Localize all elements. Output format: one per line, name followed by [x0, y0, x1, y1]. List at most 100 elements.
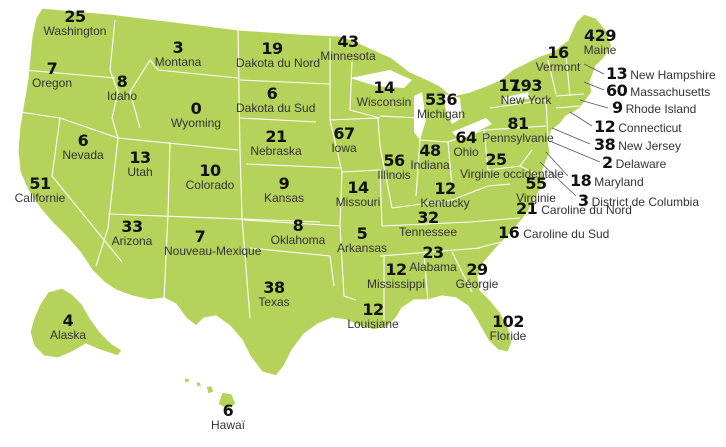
name-TN: Tennessee: [398, 225, 458, 239]
value-RI: 9: [612, 98, 623, 117]
label-WA: 25 Washington: [30, 9, 120, 38]
value-SD: 6: [266, 84, 278, 103]
value-KS: 9: [278, 174, 290, 193]
label-IA: 67 Iowa: [318, 126, 370, 155]
value-ND: 19: [261, 39, 283, 58]
value-ID: 8: [116, 72, 128, 91]
value-NJ: 38: [594, 135, 616, 154]
label-UT: 13 Utah: [112, 150, 168, 179]
name-GA: Géorgie: [455, 277, 499, 291]
label-GA: 29 Géorgie: [446, 262, 508, 291]
value-MD: 18: [570, 171, 592, 190]
lake-michigan: [414, 92, 426, 140]
name-VT: Vermont: [535, 60, 581, 74]
label-NY: 193 New York: [494, 78, 558, 107]
value-AL: 23: [422, 243, 444, 262]
label-WI: 14 Wisconsin: [348, 80, 420, 109]
label-IL: 56 Illinois: [366, 153, 422, 182]
name-UT: Utah: [127, 165, 153, 179]
label-ND: 19 Dakota du Nord: [236, 39, 321, 70]
label-AL: 23 Alabama: [400, 245, 466, 274]
name-NJ: New Jersey: [618, 139, 681, 153]
value-MA: 60: [606, 81, 628, 100]
name-MO: Missouri: [335, 195, 381, 209]
value-OH: 64: [455, 128, 477, 147]
lake-huron: [444, 94, 462, 124]
name-DC: District de Columbia: [591, 195, 700, 209]
label-ny-west: 17: [498, 78, 520, 94]
value-OR: 7: [46, 59, 58, 78]
name-FL: Floride: [489, 329, 527, 343]
label-WY: 0 Wyoming: [158, 101, 234, 130]
value-UT: 13: [129, 148, 151, 167]
label-CA: 51 Californie: [2, 176, 78, 205]
value-ME: 429: [584, 26, 616, 45]
label-RI: 9 Rhode Island: [612, 98, 696, 118]
name-SD: Dakota du Sud: [236, 101, 316, 115]
name-OR: Oregon: [31, 76, 73, 90]
label-KY: 12 Kentucky: [410, 181, 480, 210]
label-DE: 2 Delaware: [602, 153, 666, 173]
name-NH: New Hampshire: [630, 68, 716, 82]
value-WA: 25: [64, 7, 86, 26]
label-FL: 102 Floride: [478, 314, 538, 343]
alaska-shape: [29, 287, 123, 359]
value-WV: 25: [485, 150, 507, 169]
label-OR: 7 Oregon: [12, 61, 92, 90]
value-CT: 12: [594, 117, 616, 136]
value-CO: 10: [199, 161, 221, 180]
value-CA: 51: [29, 174, 51, 193]
value-SC: 16: [498, 223, 520, 242]
label-CT: 12 Connecticut: [594, 117, 682, 137]
label-MI: 536 Michigan: [408, 92, 474, 121]
value-NY: 193: [510, 76, 542, 95]
value-NH: 13: [606, 64, 628, 83]
label-SD: 6 Dakota du Sud: [236, 84, 316, 115]
name-MI: Michigan: [416, 107, 466, 121]
leader-lines: [539, 63, 609, 197]
value-NC: 21: [516, 199, 538, 218]
name-RI: Rhode Island: [625, 102, 697, 116]
name-MS: Mississippi: [366, 277, 425, 291]
lake-erie: [452, 118, 492, 140]
value-PA: 81: [507, 114, 529, 133]
name-CO: Colorado: [185, 178, 235, 192]
value-IL: 56: [383, 151, 405, 170]
value-NM: 7: [194, 227, 206, 246]
name-AK: Alaska: [49, 328, 87, 342]
name-ME: Maine: [583, 43, 617, 57]
hawaii-shape: [183, 377, 237, 411]
value-NE: 21: [265, 127, 287, 146]
name-IA: Iowa: [331, 141, 357, 155]
name-AZ: Arizona: [111, 234, 153, 248]
value-AZ: 33: [121, 217, 143, 236]
label-OH: 64 Ohio: [446, 130, 486, 159]
value-TX: 38: [263, 278, 285, 297]
label-AZ: 33 Arizona: [100, 219, 164, 248]
name-MN: Minnesota: [320, 49, 376, 63]
name-TX: Texas: [258, 295, 290, 309]
name-LA: Louisiane: [347, 317, 399, 331]
label-MD: 18 Maryland: [570, 171, 644, 191]
name-MD: Maryland: [594, 175, 644, 189]
label-TN: 32 Tennessee: [388, 210, 468, 239]
name-KY: Kentucky: [420, 196, 470, 210]
name-AL: Alabama: [409, 260, 457, 274]
label-ME: 429 Maine: [576, 28, 624, 57]
contiguous-us-shape: [17, 7, 613, 377]
name-AR: Arkansas: [336, 241, 388, 255]
value-GA: 29: [466, 260, 488, 279]
name-ND: Dakota du Nord: [236, 56, 321, 70]
label-NV: 6 Nevada: [48, 133, 118, 162]
label-IN: 48 Indiana: [400, 143, 460, 172]
label-MT: 3 Montana: [140, 40, 216, 69]
value-TN: 32: [417, 208, 439, 227]
name-CA: Californie: [14, 191, 66, 205]
value-WY: 0: [190, 99, 202, 118]
value-MN: 43: [337, 32, 359, 51]
value-KY: 12: [434, 179, 456, 198]
name-NV: Nevada: [62, 148, 104, 162]
name-MT: Montana: [154, 55, 202, 69]
label-NE: 21 Nebraska: [240, 129, 312, 158]
